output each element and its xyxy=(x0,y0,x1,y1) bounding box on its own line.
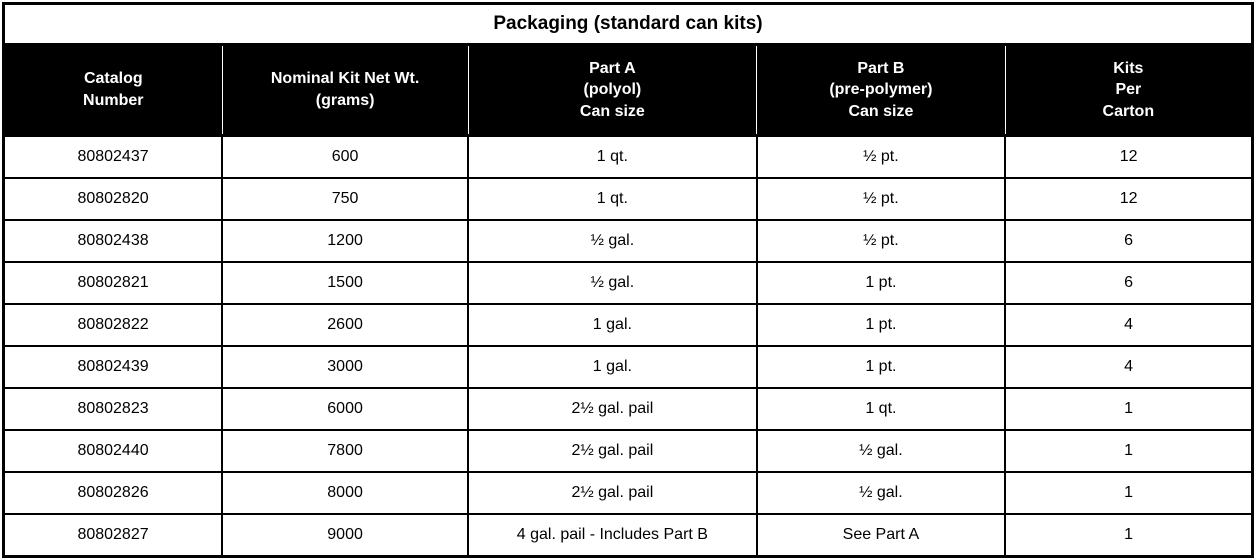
table-cell: 6000 xyxy=(221,387,470,431)
table-cell: 2½ gal. pail xyxy=(467,429,758,473)
table-cell: ½ pt. xyxy=(755,134,1007,179)
table-cell: 1 qt. xyxy=(467,134,758,179)
table-cell: ½ pt. xyxy=(755,219,1007,263)
table-cell: 1 gal. xyxy=(467,303,758,347)
table-cell: ½ gal. xyxy=(755,429,1007,473)
table-cell: 12 xyxy=(1004,134,1254,179)
table-cell: ½ pt. xyxy=(755,177,1007,221)
table-cell: 3000 xyxy=(221,345,470,389)
table-cell: 80802823 xyxy=(2,387,224,431)
table-cell: 1 xyxy=(1004,387,1254,431)
table-cell: 1 xyxy=(1004,429,1254,473)
table-row: 80802822 2600 1 gal. 1 pt. 4 xyxy=(2,303,1254,347)
table-cell: 1 pt. xyxy=(755,345,1007,389)
table-cell: 80802439 xyxy=(2,345,224,389)
table-row: 80802827 9000 4 gal. pail - Includes Part … xyxy=(2,513,1254,558)
table-cell: 1 qt. xyxy=(467,177,758,221)
table-row: 80802440 7800 2½ gal. pail ½ gal. 1 xyxy=(2,429,1254,473)
table-row: 80802823 6000 2½ gal. pail 1 qt. 1 xyxy=(2,387,1254,431)
table-cell: 80802437 xyxy=(2,134,224,179)
table-head: Packaging (standard can kits) Catalog Nu… xyxy=(2,2,1254,137)
table-row: 80802821 1500 ½ gal. 1 pt. 6 xyxy=(2,261,1254,305)
table-cell: 1 pt. xyxy=(755,261,1007,305)
table-cell: 1 gal. xyxy=(467,345,758,389)
column-header-part-a-can-size: Part A (polyol) Can size xyxy=(467,43,757,137)
table-cell: 80802440 xyxy=(2,429,224,473)
table-cell: 1 qt. xyxy=(755,387,1007,431)
table-cell: 9000 xyxy=(221,513,470,558)
table-cell: 7800 xyxy=(221,429,470,473)
table-row: 80802439 3000 1 gal. 1 pt. 4 xyxy=(2,345,1254,389)
table-cell: 12 xyxy=(1004,177,1254,221)
table-cell: ½ gal. xyxy=(467,219,758,263)
table-cell: 1 pt. xyxy=(755,303,1007,347)
table-cell: 80802827 xyxy=(2,513,224,558)
table-cell: 6 xyxy=(1004,219,1254,263)
table-cell: 1 xyxy=(1004,471,1254,515)
table-cell: 2600 xyxy=(221,303,470,347)
table-cell: 80802438 xyxy=(2,219,224,263)
table-cell: ½ gal. xyxy=(755,471,1007,515)
table-cell: 750 xyxy=(221,177,470,221)
table-cell: 600 xyxy=(221,134,470,179)
column-header-part-b-can-size: Part B (pre-polymer) Can size xyxy=(756,43,1006,137)
table-cell: 80802826 xyxy=(2,471,224,515)
table-cell: 1 xyxy=(1004,513,1254,558)
column-header-nominal-kit-net-wt: Nominal Kit Net Wt. (grams) xyxy=(221,43,469,137)
table-cell: 4 gal. pail - Includes Part B xyxy=(467,513,758,558)
table-cell: 8000 xyxy=(221,471,470,515)
table-title-row: Packaging (standard can kits) xyxy=(2,2,1254,46)
table-title: Packaging (standard can kits) xyxy=(2,2,1254,46)
table-row: 80802437 600 1 qt. ½ pt. 12 xyxy=(2,134,1254,179)
table-row: 80802826 8000 2½ gal. pail ½ gal. 1 xyxy=(2,471,1254,515)
column-header-catalog-number: Catalog Number xyxy=(3,43,223,137)
table-cell: ½ gal. xyxy=(467,261,758,305)
table-cell: 2½ gal. pail xyxy=(467,387,758,431)
table-cell: 1200 xyxy=(221,219,470,263)
table-header-row: Catalog Number Nominal Kit Net Wt. (gram… xyxy=(3,43,1253,137)
table-cell: 80802822 xyxy=(2,303,224,347)
table-row: 80802438 1200 ½ gal. ½ pt. 6 xyxy=(2,219,1254,263)
table-cell: 4 xyxy=(1004,303,1254,347)
table-body: 80802437 600 1 qt. ½ pt. 12 80802820 750 1 qt. ½… xyxy=(2,134,1254,558)
table-row: 80802820 750 1 qt. ½ pt. 12 xyxy=(2,177,1254,221)
table-cell: 80802820 xyxy=(2,177,224,221)
table-cell: 6 xyxy=(1004,261,1254,305)
column-header-kits-per-carton: Kits Per Carton xyxy=(1004,43,1253,137)
table-cell: 80802821 xyxy=(2,261,224,305)
table-cell: See Part A xyxy=(755,513,1007,558)
table-cell: 2½ gal. pail xyxy=(467,471,758,515)
table-cell: 1500 xyxy=(221,261,470,305)
table-cell: 4 xyxy=(1004,345,1254,389)
